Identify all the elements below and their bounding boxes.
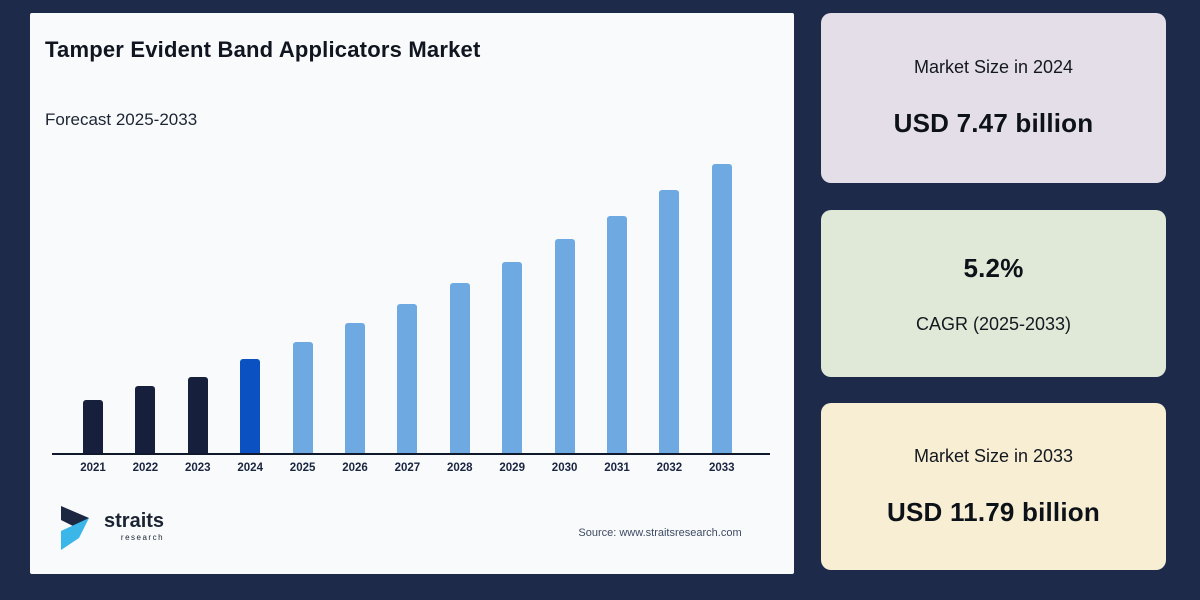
card-label: CAGR (2025-2033)	[915, 313, 1072, 334]
x-tick-2032: 2032	[656, 462, 683, 474]
x-tick-2030: 2030	[551, 462, 578, 474]
bar-2027	[397, 304, 418, 453]
logo-chevron-cyan	[61, 518, 89, 550]
bar-2024	[240, 359, 261, 453]
straits-research-logo: straits research	[60, 505, 164, 551]
card-value: 5.2%	[963, 252, 1024, 283]
bar-2032	[659, 190, 680, 453]
straits-logo-icon	[61, 506, 89, 550]
x-tick-2023: 2023	[185, 462, 211, 474]
bar-2033	[711, 164, 732, 453]
x-tick-2026: 2026	[342, 462, 368, 474]
card-value: USD 7.47 billion	[893, 108, 1094, 138]
chart-panel: Tamper Evident Band Applicators Market F…	[30, 13, 794, 574]
x-tick-2025: 2025	[289, 462, 316, 474]
bar-2029	[502, 262, 523, 453]
x-tick-2028: 2028	[447, 462, 473, 474]
x-tick-2029: 2029	[499, 462, 525, 474]
card-cagr: 5.2% CAGR (2025-2033)	[821, 210, 1166, 377]
x-tick-2024: 2024	[237, 462, 263, 474]
card-label: Market Size in 2033	[913, 445, 1074, 466]
bar-2025	[292, 342, 313, 453]
card-label: Market Size in 2024	[913, 57, 1074, 77]
bar-2026	[345, 323, 365, 453]
x-tick-2031: 2031	[604, 462, 630, 474]
bar-2031	[607, 216, 627, 453]
plot-area	[52, 153, 770, 455]
forecast-subtitle: Forecast 2025-2033	[45, 110, 198, 129]
source-attribution: Source: www.straitsresearch.com	[578, 527, 742, 539]
logo-sub: research	[120, 533, 165, 542]
card-market-size-2033: Market Size in 2033 USD 11.79 billion	[821, 403, 1166, 570]
x-tick-2021: 2021	[80, 462, 106, 474]
x-tick-2022: 2022	[132, 462, 159, 474]
logo-brand: straits	[104, 510, 165, 532]
bar-2023	[187, 377, 208, 453]
x-tick-2027: 2027	[394, 462, 421, 474]
x-tick-2033: 2033	[709, 462, 735, 474]
logo-text: straits research	[104, 511, 164, 542]
bar-2022	[135, 386, 156, 453]
bar-2021	[83, 400, 103, 453]
x-axis-labels: 2021 2022 2023 2024 2025 2026 2027 2028 2029 2030…	[52, 462, 770, 478]
page-title: Tamper Evident Band Applicators Market	[45, 37, 481, 62]
card-value: USD 11.79 billion	[887, 496, 1100, 527]
bar-chart: 2021 2022 2023 2024 2025 2026 2027 2028 2029 2030…	[52, 153, 770, 489]
bar-2028	[449, 283, 470, 453]
bar-2030	[554, 239, 575, 453]
card-market-size-2024: Market Size in 2024 USD 7.47 billion	[821, 13, 1166, 183]
